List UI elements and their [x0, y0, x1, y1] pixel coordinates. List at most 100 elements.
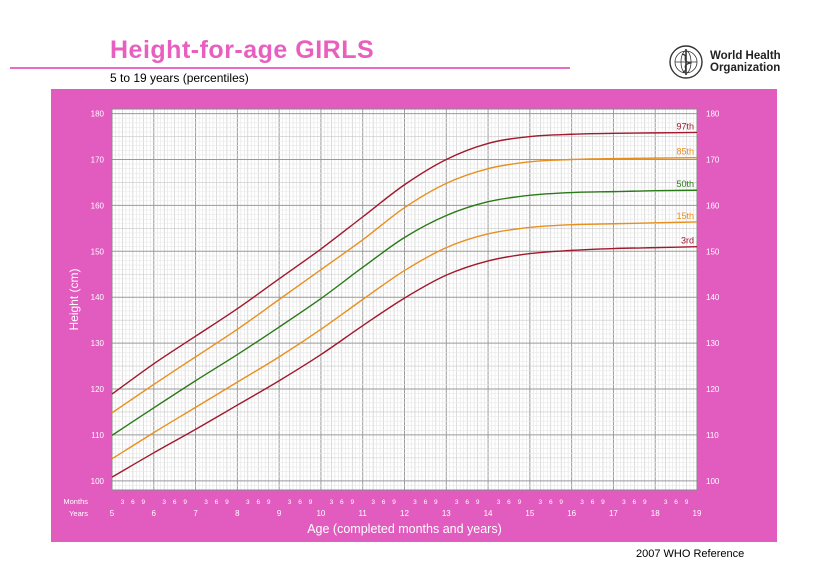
y-tick-label-left: 130	[91, 339, 105, 348]
x-month-tick-label: 3	[538, 499, 542, 506]
y-tick-label-right: 130	[706, 339, 720, 348]
x-month-tick-label: 6	[465, 499, 469, 506]
x-month-tick-label: 6	[382, 499, 386, 506]
org-name-line2: Organization	[710, 62, 781, 74]
x-month-tick-label: 3	[580, 499, 584, 506]
x-month-tick-label: 3	[622, 499, 626, 506]
series-line-50th	[111, 189, 698, 436]
x-year-tick-label: 7	[193, 509, 198, 518]
y-tick-label-left: 150	[91, 247, 105, 256]
x-year-tick-label: 11	[359, 509, 368, 518]
x-month-tick-label: 9	[225, 499, 229, 506]
x-month-tick-label: 9	[518, 499, 522, 506]
x-month-tick-label: 9	[434, 499, 438, 506]
y-tick-label-right: 140	[706, 293, 720, 302]
y-tick-label-right: 180	[706, 110, 720, 119]
x-month-tick-label: 9	[392, 499, 396, 506]
series-line-85th	[111, 156, 698, 414]
y-tick-label-left: 110	[91, 431, 104, 440]
x-month-tick-label: 6	[131, 499, 135, 506]
x-month-tick-label: 9	[476, 499, 480, 506]
x-month-tick-label: 9	[601, 499, 605, 506]
x-year-tick-label: 17	[609, 509, 618, 518]
x-month-tick-label: 3	[497, 499, 501, 506]
x-month-tick-label: 3	[246, 499, 250, 506]
x-month-tick-label: 6	[424, 499, 428, 506]
x-month-tick-label: 9	[643, 499, 647, 506]
years-row-label: Years	[69, 509, 88, 518]
who-organization-name: World Health Organization	[710, 50, 781, 74]
x-month-tick-label: 6	[215, 499, 219, 506]
x-month-tick-label: 6	[549, 499, 553, 506]
y-tick-label-right: 110	[706, 431, 719, 440]
x-month-tick-label: 9	[685, 499, 689, 506]
x-year-tick-label: 5	[110, 509, 115, 518]
y-tick-label-right: 170	[706, 155, 720, 164]
series-line-3rd	[111, 246, 698, 478]
series-label-15th: 15th	[676, 211, 694, 221]
x-month-tick-label: 6	[674, 499, 678, 506]
x-month-tick-label: 3	[413, 499, 417, 506]
growth-chart: 100 100 110 110 120 120 130 130 140 140 150 150 160 1…	[63, 108, 720, 536]
x-month-tick-label: 9	[183, 499, 187, 506]
y-tick-label-right: 160	[706, 201, 720, 210]
x-month-tick-label: 3	[204, 499, 208, 506]
series-label-3rd: 3rd	[681, 236, 694, 246]
chart-panel: 100 100 110 110 120 120 130 130 140 140 150 150 160 1…	[51, 89, 777, 542]
x-year-tick-label: 6	[152, 509, 157, 518]
chart-subtitle: 5 to 19 years (percentiles)	[110, 71, 249, 85]
x-axis-label: Age (completed months and years)	[307, 522, 502, 536]
y-axis-label: Height (cm)	[67, 268, 81, 330]
x-year-tick-label: 18	[651, 509, 660, 518]
x-year-tick-label: 16	[567, 509, 576, 518]
x-month-tick-label: 6	[633, 499, 637, 506]
x-month-tick-label: 3	[664, 499, 668, 506]
x-month-tick-label: 6	[507, 499, 511, 506]
y-tick-label-right: 120	[706, 385, 720, 394]
x-year-tick-label: 15	[525, 509, 534, 518]
series-line-15th	[111, 221, 698, 460]
y-tick-label-left: 170	[91, 155, 105, 164]
x-month-tick-label: 6	[256, 499, 260, 506]
x-month-tick-label: 6	[173, 499, 177, 506]
months-row-label: Months	[63, 497, 88, 506]
y-tick-label-left: 180	[91, 110, 105, 119]
x-year-tick-label: 9	[277, 509, 282, 518]
y-tick-label-left: 100	[91, 477, 105, 486]
x-month-tick-label: 6	[298, 499, 302, 506]
title-divider	[10, 67, 570, 69]
x-year-tick-label: 8	[235, 509, 240, 518]
y-tick-label-right: 100	[706, 477, 720, 486]
chart-title: Height-for-age GIRLS	[110, 36, 375, 64]
x-year-tick-label: 19	[693, 509, 702, 518]
y-tick-label-left: 120	[91, 385, 105, 394]
x-year-tick-label: 12	[400, 509, 409, 518]
series-label-50th: 50th	[676, 179, 694, 189]
series-label-85th: 85th	[676, 147, 694, 157]
x-month-tick-label: 3	[121, 499, 125, 506]
x-year-tick-label: 10	[316, 509, 325, 518]
y-tick-label-left: 160	[91, 201, 105, 210]
x-month-tick-label: 3	[371, 499, 375, 506]
org-name-line1: World Health	[710, 50, 781, 62]
x-month-tick-label: 3	[330, 499, 334, 506]
x-month-tick-label: 9	[142, 499, 146, 506]
x-year-tick-label: 13	[442, 509, 451, 518]
x-month-tick-label: 9	[267, 499, 271, 506]
who-emblem-icon	[669, 45, 703, 79]
reference-note: 2007 WHO Reference	[636, 548, 745, 560]
x-month-tick-label: 6	[591, 499, 595, 506]
x-month-tick-label: 3	[455, 499, 459, 506]
x-month-tick-label: 9	[559, 499, 563, 506]
x-month-tick-label: 3	[162, 499, 166, 506]
x-month-tick-label: 6	[340, 499, 344, 506]
series-line-97th	[111, 131, 698, 395]
x-month-tick-label: 9	[309, 499, 313, 506]
plot-border	[111, 108, 698, 491]
y-tick-label-left: 140	[91, 293, 105, 302]
series-label-97th: 97th	[676, 121, 694, 131]
y-tick-label-right: 150	[706, 247, 720, 256]
x-month-tick-label: 9	[350, 499, 354, 506]
x-month-tick-label: 3	[288, 499, 292, 506]
x-year-tick-label: 14	[484, 509, 493, 518]
